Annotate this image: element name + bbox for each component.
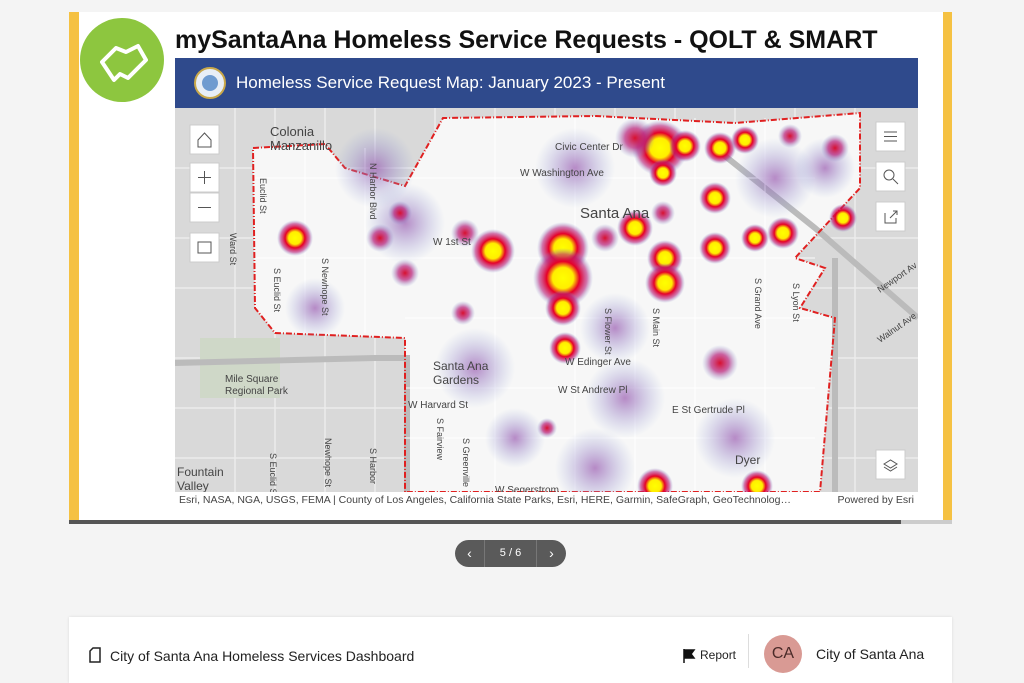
map-label: Colonia <box>270 124 315 139</box>
powered-by[interactable]: Powered by Esri <box>837 494 914 506</box>
map-label: Fountain <box>177 465 224 479</box>
map-label: W 1st St <box>433 237 471 248</box>
heat-blob <box>829 204 857 232</box>
map-label: S Flower St <box>603 308 613 355</box>
map-label: Mile Square <box>225 374 279 385</box>
heat-blob <box>391 259 419 287</box>
heat-blob <box>451 301 475 325</box>
heat-blob <box>549 332 581 364</box>
divider <box>748 634 749 668</box>
heat-blob <box>277 220 313 256</box>
map-label: E St Gertrude Pl <box>672 405 745 416</box>
seal <box>194 67 226 99</box>
heat-blob <box>285 278 345 338</box>
page-indicator: 5 / 6 <box>499 547 522 559</box>
heatmap <box>277 118 857 492</box>
map-label: Euclid St <box>258 178 268 214</box>
heat-blob <box>580 293 650 363</box>
map-label: W Washington Ave <box>520 168 604 179</box>
heat-blob <box>651 201 675 225</box>
map-label: S Greenville <box>461 438 471 487</box>
heat-blob <box>435 328 515 408</box>
heat-blob <box>649 159 677 187</box>
prev-button[interactable]: ‹ <box>467 545 472 561</box>
heat-blob <box>591 224 619 252</box>
map-label: Dyer <box>735 453 760 467</box>
map-label: Santa Ana <box>433 359 489 373</box>
map-label: Ward St <box>228 233 238 266</box>
heat-blob <box>615 118 655 158</box>
map-label: S Lyon St <box>791 283 801 322</box>
map-label: S Euclid St <box>272 268 282 313</box>
heat-blob <box>699 232 731 264</box>
map-header: Homeless Service Request Map: January 20… <box>175 58 918 108</box>
divider <box>536 540 537 567</box>
divider <box>484 540 485 567</box>
heat-blob <box>702 345 738 381</box>
map-label: S Euclid St <box>268 453 278 492</box>
heat-blob <box>335 128 415 208</box>
heat-blob <box>555 428 635 492</box>
heat-blob <box>741 224 769 252</box>
heat-blob <box>695 398 775 478</box>
footer: City of Santa Ana Homeless Services Dash… <box>69 617 952 683</box>
map-label: S Fairview <box>435 418 445 461</box>
map-label: S Newhope St <box>320 258 330 316</box>
heat-blob <box>471 229 515 273</box>
map-label: Valley <box>177 479 209 492</box>
title: mySantaAna Homeless Service Requests - Q… <box>175 26 878 54</box>
map-label: W Harvard St <box>408 400 468 411</box>
map-label: Regional Park <box>225 386 289 397</box>
pager: ‹ 5 / 6 › <box>455 540 566 567</box>
heat-blob <box>704 132 736 164</box>
flag-icon <box>683 649 696 663</box>
org-name: City of Santa Ana <box>816 646 925 662</box>
progress-track <box>69 520 952 524</box>
heat-blob <box>669 130 701 162</box>
map-label: N Harbor Blvd <box>368 163 378 220</box>
heat-blob <box>821 134 849 162</box>
heat-blob <box>767 217 799 249</box>
heat-blob <box>485 408 545 468</box>
attribution: Esri, NASA, NGA, USGS, FEMA | County of … <box>179 494 791 506</box>
map-label: W St Andrew Pl <box>558 385 627 396</box>
heat-blob <box>645 263 685 303</box>
next-button[interactable]: › <box>549 545 554 561</box>
map-label: Manzanillo <box>270 138 332 153</box>
heat-blob <box>585 358 665 438</box>
report-button[interactable]: Report <box>700 648 737 662</box>
doc-icon <box>89 647 101 663</box>
heat-blob <box>388 201 412 225</box>
footer-title: City of Santa Ana Homeless Services Dash… <box>110 648 415 664</box>
map-label: S Harbor <box>368 448 378 484</box>
progress-fill <box>69 520 901 524</box>
map-buttons[interactable] <box>189 121 906 480</box>
heat-blob <box>545 290 581 326</box>
map-label: S Main St <box>651 308 661 348</box>
logo <box>80 18 164 102</box>
avatar: CA <box>764 635 802 673</box>
map-label: Newhope St <box>323 438 333 488</box>
map-label: W Edinger Ave <box>565 357 631 368</box>
heat-blob <box>366 224 394 252</box>
heat-blob <box>533 248 593 308</box>
attribution-bar: Esri, NASA, NGA, USGS, FEMA | County of … <box>175 492 918 508</box>
map-label: Civic Center Dr <box>555 142 623 153</box>
map-label: Gardens <box>433 373 479 387</box>
map-title: Homeless Service Request Map: January 20… <box>236 73 665 92</box>
heat-blob <box>637 468 673 492</box>
heat-blob <box>735 138 815 218</box>
map-label: S Grand Ave <box>753 278 763 329</box>
heat-blob <box>699 182 731 214</box>
heat-blob <box>451 219 479 247</box>
heat-blob <box>617 210 653 246</box>
map-label: W Segerstrom <box>495 485 559 492</box>
map-label: Santa Ana <box>580 205 650 222</box>
heat-blob <box>741 470 773 492</box>
heat-blob <box>535 128 615 208</box>
